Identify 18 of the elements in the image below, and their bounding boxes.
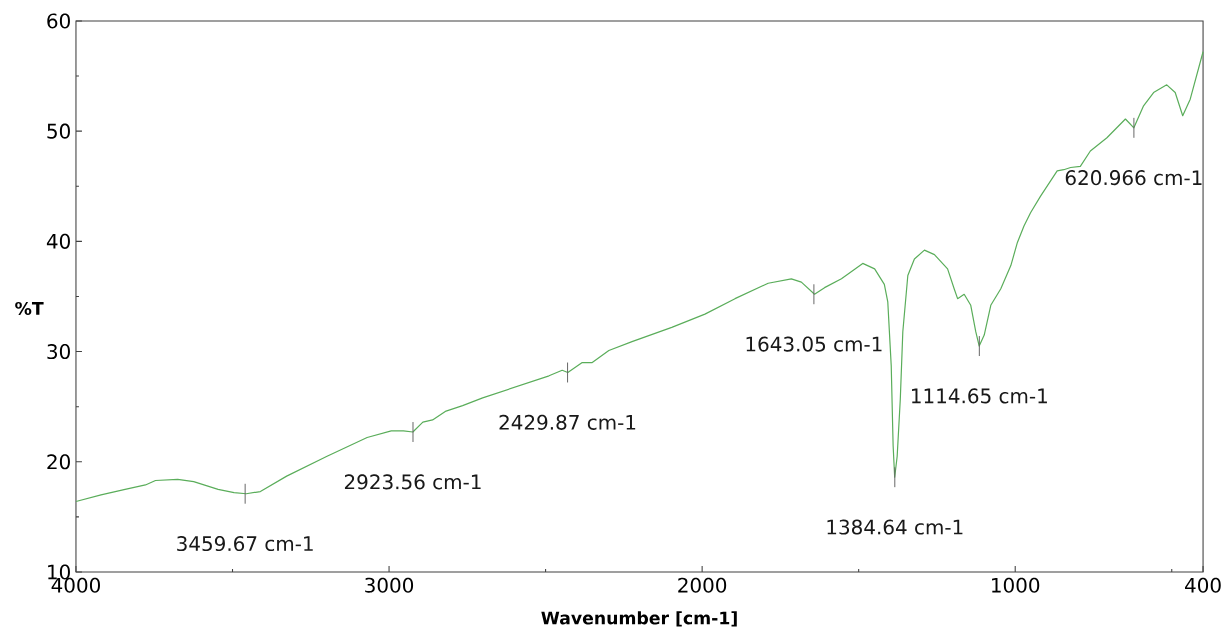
x-tick-label: 1000 xyxy=(992,577,1040,593)
annotation: 2429.87 cm-1 xyxy=(499,414,636,430)
y-tick-label: 20 xyxy=(47,454,70,470)
annotation: 620.966 cm-1 xyxy=(1065,170,1202,186)
annotation: 1643.05 cm-1 xyxy=(746,336,882,352)
y-tick-label: 30 xyxy=(47,344,70,360)
x-tick-label: 2000 xyxy=(678,577,727,593)
annotation: 3459.67 cm-1 xyxy=(177,536,313,552)
annotation: 2923.56 cm-1 xyxy=(344,474,481,490)
y-tick-label: 60 xyxy=(47,13,70,29)
y-tick-label: 40 xyxy=(46,233,70,249)
x-tick-label: 400 xyxy=(1185,577,1221,593)
y-tick-label: 50 xyxy=(47,123,70,139)
annotation: 1384.64 cm-1 xyxy=(827,519,963,535)
annotation: 1114.65 cm-1 xyxy=(912,388,1047,404)
y-axis-title: %T xyxy=(15,301,44,316)
x-tick-label: 3000 xyxy=(365,577,414,593)
x-axis-title: Wavenumber [cm-1] xyxy=(541,611,737,627)
